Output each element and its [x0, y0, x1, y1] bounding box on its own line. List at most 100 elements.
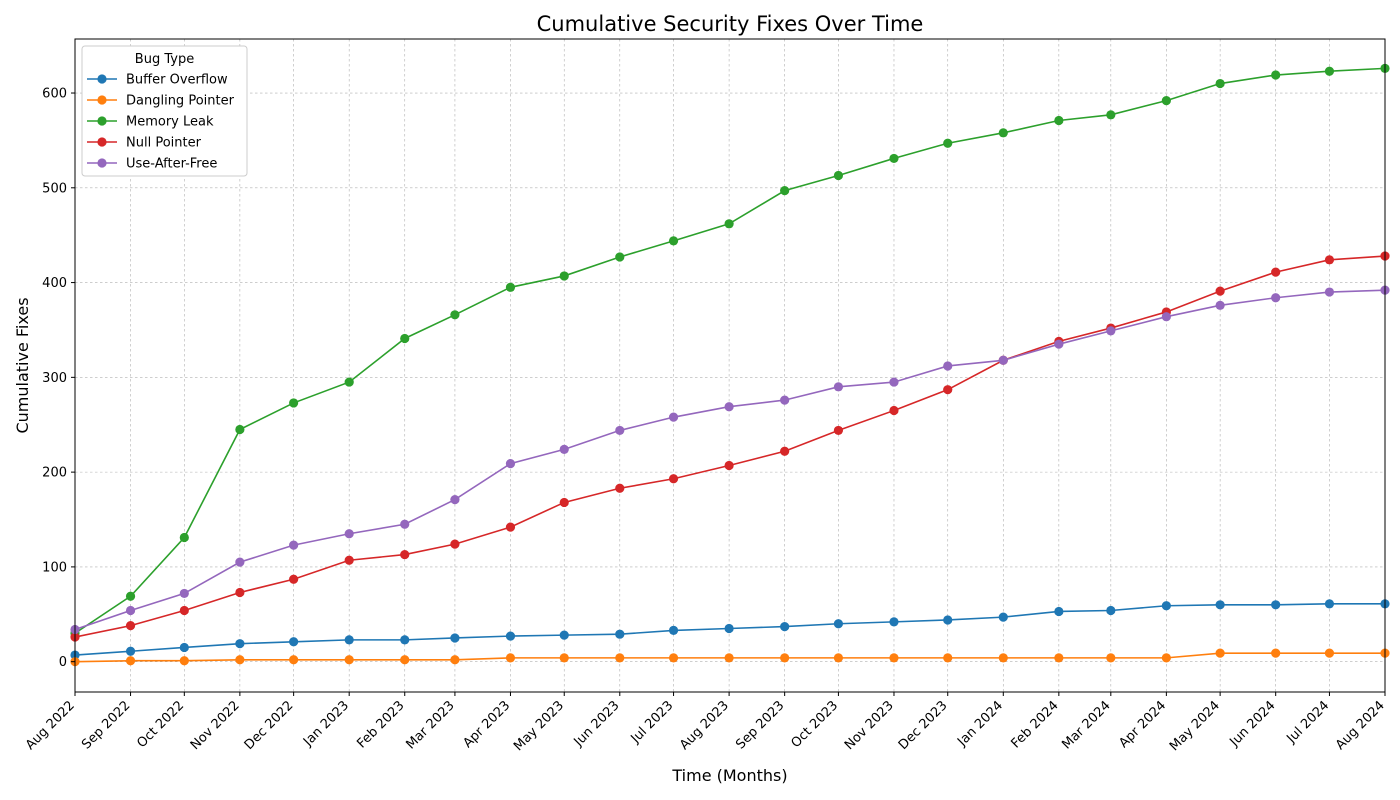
- data-point: [615, 425, 625, 436]
- data-point: [125, 621, 136, 631]
- data-point: [780, 653, 790, 663]
- data-point: [1106, 653, 1116, 663]
- data-point: [235, 587, 245, 598]
- data-point: [615, 629, 625, 639]
- data-point: [1106, 110, 1116, 120]
- data-point: [780, 186, 790, 196]
- data-point: [179, 642, 189, 653]
- data-point: [289, 637, 299, 647]
- data-point: [289, 540, 299, 550]
- legend-label: Memory Leak: [126, 115, 214, 130]
- data-point: [559, 630, 569, 640]
- data-point: [1324, 599, 1335, 609]
- legend-box: [81, 45, 248, 177]
- data-point: [668, 474, 679, 484]
- data-point: [1054, 115, 1064, 126]
- data-point: [450, 539, 460, 549]
- data-point: [833, 425, 844, 436]
- data-point: [400, 655, 410, 665]
- data-point: [400, 635, 410, 645]
- data-point: [1215, 78, 1225, 89]
- data-point: [615, 252, 625, 262]
- data-point: [179, 656, 189, 666]
- data-point: [668, 625, 679, 635]
- data-point: [1106, 605, 1116, 616]
- series-use-after-free: [70, 285, 1390, 635]
- data-point: [400, 549, 410, 560]
- data-point: [780, 446, 790, 456]
- data-point: [889, 405, 899, 416]
- data-point: [450, 633, 460, 643]
- chart-title: Cumulative Security Fixes Over Time: [537, 12, 924, 36]
- data-point: [125, 646, 136, 656]
- y-tick-label: 400: [42, 276, 67, 291]
- data-point: [125, 656, 136, 666]
- data-point: [1054, 339, 1064, 349]
- data-point: [1271, 70, 1281, 80]
- data-point: [943, 653, 953, 663]
- legend-marker: [97, 158, 107, 168]
- data-point: [668, 653, 679, 663]
- data-point: [289, 574, 299, 584]
- data-point: [724, 402, 734, 412]
- legend-item: Buffer Overflow: [87, 73, 228, 88]
- data-point: [505, 282, 516, 292]
- data-point: [1271, 600, 1281, 610]
- data-point: [833, 653, 844, 663]
- legend-marker: [97, 116, 107, 126]
- data-point: [1324, 648, 1335, 658]
- y-tick-label: 200: [42, 466, 67, 481]
- data-point: [1215, 600, 1225, 610]
- legend-label: Null Pointer: [126, 136, 202, 151]
- legend-label: Buffer Overflow: [126, 73, 228, 88]
- data-point: [943, 385, 953, 395]
- data-point: [559, 444, 569, 454]
- data-point: [125, 591, 136, 601]
- data-point: [344, 377, 354, 387]
- data-point: [889, 153, 899, 164]
- data-point: [998, 653, 1008, 663]
- data-point: [1161, 96, 1171, 106]
- data-point: [943, 615, 953, 625]
- legend: Bug Type Buffer Overflow Dangling Pointer…: [81, 45, 248, 177]
- data-point: [1054, 606, 1064, 617]
- y-tick-label: 100: [42, 560, 67, 575]
- data-point: [1324, 255, 1335, 265]
- data-point: [450, 310, 460, 320]
- data-point: [125, 605, 136, 616]
- data-point: [559, 653, 569, 663]
- y-tick-label: 300: [42, 371, 67, 386]
- data-point: [1271, 267, 1281, 277]
- legend-marker: [97, 137, 107, 147]
- data-point: [289, 655, 299, 665]
- data-point: [724, 653, 734, 663]
- data-point: [724, 460, 734, 471]
- legend-label: Dangling Pointer: [126, 94, 235, 109]
- legend-item: Use-After-Free: [87, 157, 217, 172]
- data-point: [400, 333, 410, 344]
- data-point: [833, 170, 844, 181]
- legend-item: Dangling Pointer: [87, 94, 235, 109]
- data-point: [1215, 286, 1225, 296]
- data-point: [1215, 648, 1225, 658]
- data-point: [559, 271, 569, 281]
- data-point: [724, 623, 734, 634]
- data-point: [615, 653, 625, 663]
- data-point: [505, 522, 516, 532]
- y-axis: 0 100 200 300 400 500 600: [42, 87, 75, 670]
- data-point: [1054, 653, 1064, 663]
- data-point: [1215, 300, 1225, 310]
- legend-marker: [97, 74, 107, 84]
- data-point: [1324, 66, 1335, 76]
- y-tick-label: 0: [59, 655, 67, 670]
- data-point: [505, 631, 516, 641]
- data-point: [559, 497, 569, 508]
- data-point: [344, 529, 354, 539]
- y-tick-label: 500: [42, 181, 67, 196]
- data-point: [998, 612, 1008, 622]
- legend-item: Null Pointer: [87, 136, 202, 151]
- data-point: [450, 495, 460, 505]
- data-point: [235, 557, 245, 567]
- data-point: [235, 424, 245, 435]
